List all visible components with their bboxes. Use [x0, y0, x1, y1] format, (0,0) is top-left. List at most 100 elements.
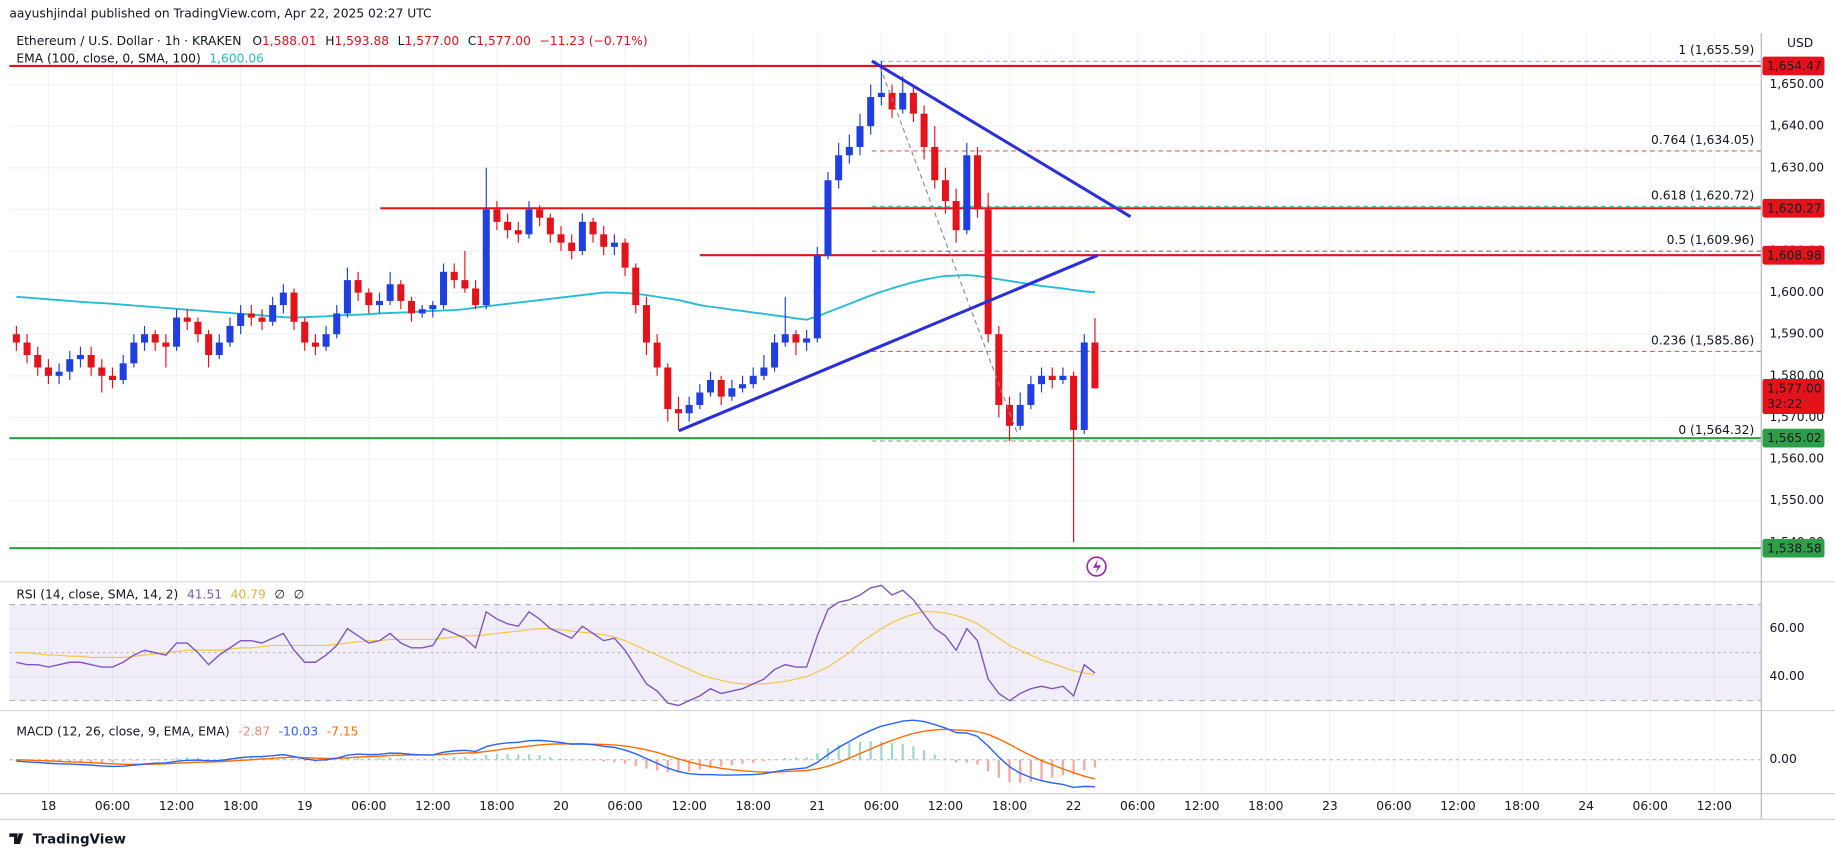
- candle-body: [141, 334, 149, 343]
- candle-body: [525, 209, 533, 235]
- x-tick-label: 06:00: [864, 799, 899, 813]
- macd-hist-bar: [944, 758, 947, 760]
- candle-body: [963, 155, 971, 231]
- candle-body: [888, 92, 896, 110]
- x-tick-label: 12:00: [1184, 799, 1219, 813]
- level-label: 1,654.47: [1767, 59, 1822, 73]
- rsi-extra: ∅: [294, 587, 305, 601]
- candle-body: [706, 379, 715, 393]
- x-tick-label: 06:00: [1376, 799, 1411, 813]
- y-tick-label: 1,630.00: [1769, 160, 1824, 174]
- macd-hist-bar: [687, 759, 691, 772]
- candle-body: [247, 313, 255, 318]
- macd-hist-bar: [837, 744, 840, 760]
- x-tick-label: 12:00: [1440, 799, 1475, 813]
- level-label-box: [1762, 538, 1825, 558]
- candle-body: [504, 221, 512, 231]
- candle-body: [600, 234, 608, 247]
- candle-body: [568, 242, 576, 251]
- macd-hist-bar: [356, 756, 360, 760]
- candle-body: [375, 300, 383, 306]
- macd-hist-bar: [666, 759, 669, 773]
- macd-hist-bar: [399, 757, 402, 760]
- price-label-box: [1762, 378, 1825, 415]
- macd-hist-bar: [730, 759, 734, 766]
- x-tick-label: 19: [297, 799, 313, 813]
- macd-signal-value: -7.15: [327, 724, 359, 738]
- candle-body: [813, 255, 821, 339]
- candle-body: [215, 342, 223, 356]
- candle-body: [87, 355, 95, 368]
- macd-legend: MACD (12, 26, close, 9, EMA, EMA) -2.87 …: [16, 724, 358, 738]
- macd-hist-bar: [986, 759, 990, 772]
- level-label: 1,538.58: [1767, 541, 1822, 555]
- macd-hist-bar: [880, 741, 883, 760]
- ohlc-value: 1,577.00: [405, 34, 460, 48]
- macd-hist-bar: [773, 759, 776, 761]
- y-tick-label: 1,560.00: [1769, 452, 1824, 466]
- macd-hist-bar: [613, 759, 616, 763]
- candle-body: [205, 334, 213, 356]
- macd-hist-bar: [442, 757, 445, 760]
- macd-hist-bar: [68, 759, 71, 762]
- level-label-box: [1762, 428, 1825, 448]
- rsi-extra: ∅: [274, 587, 285, 601]
- candle-body: [557, 234, 565, 243]
- macd-hist-bar: [186, 757, 189, 760]
- candle-body: [55, 371, 63, 376]
- macd-hist-bar: [485, 754, 488, 760]
- candle-body: [760, 367, 768, 376]
- macd-hist-bar: [143, 759, 146, 761]
- ohlc-letter: O: [252, 34, 262, 48]
- macd-hist-bar: [292, 758, 296, 760]
- macd-name: MACD (12, 26, close, 9, EMA, EMA): [16, 724, 229, 738]
- candle-body: [418, 309, 426, 314]
- macd-hist-bar: [453, 757, 456, 760]
- candle-body: [290, 292, 298, 322]
- macd-hist-bar: [709, 759, 712, 768]
- macd-hist-bar: [431, 759, 435, 761]
- x-tick-label: 12:00: [671, 799, 706, 813]
- x-tick-label: 22: [1066, 799, 1082, 813]
- x-tick-label: 06:00: [1120, 799, 1155, 813]
- grid: [9, 32, 1762, 794]
- candle-body: [258, 317, 266, 322]
- macd-hist-bar: [218, 758, 221, 760]
- candle-body: [899, 92, 907, 110]
- x-tick-label: 18:00: [223, 799, 258, 813]
- candle-body: [546, 217, 554, 235]
- macd-hist-bar: [858, 741, 862, 760]
- level-label-box: [1762, 245, 1825, 265]
- macd-value: -10.03: [279, 724, 319, 738]
- candle-body: [397, 284, 405, 301]
- candle-body: [781, 334, 789, 343]
- macd-hist-bar: [559, 758, 563, 760]
- candle-body: [621, 242, 629, 268]
- candle-body: [835, 155, 843, 181]
- rsi-band: [9, 604, 1762, 702]
- candle-body: [183, 317, 191, 322]
- macd-hist-bar: [79, 759, 82, 763]
- candle-body: [685, 404, 693, 414]
- candle-body: [173, 317, 181, 347]
- macd-hist-bar: [677, 759, 680, 773]
- candle-body: [514, 230, 522, 235]
- candle-body: [1091, 342, 1099, 389]
- x-tick-label: 24: [1578, 799, 1594, 813]
- candle-body: [162, 342, 170, 347]
- macd-hist-bar: [164, 758, 168, 760]
- candle-body: [472, 288, 480, 306]
- fib-label: 0.236 (1,585.86): [1651, 333, 1754, 347]
- candle-body: [909, 92, 917, 114]
- macd-hist-bar: [965, 759, 968, 763]
- candle-body: [119, 363, 127, 380]
- macd-hist-bar: [207, 758, 210, 760]
- candle-body: [867, 97, 875, 127]
- x-tick-label: 21: [809, 799, 825, 813]
- candle-body: [824, 180, 832, 256]
- macd-hist-bar: [762, 759, 766, 762]
- macd-hist-bar: [623, 759, 627, 764]
- x-tick-label: 20: [553, 799, 569, 813]
- candle-body: [664, 367, 672, 410]
